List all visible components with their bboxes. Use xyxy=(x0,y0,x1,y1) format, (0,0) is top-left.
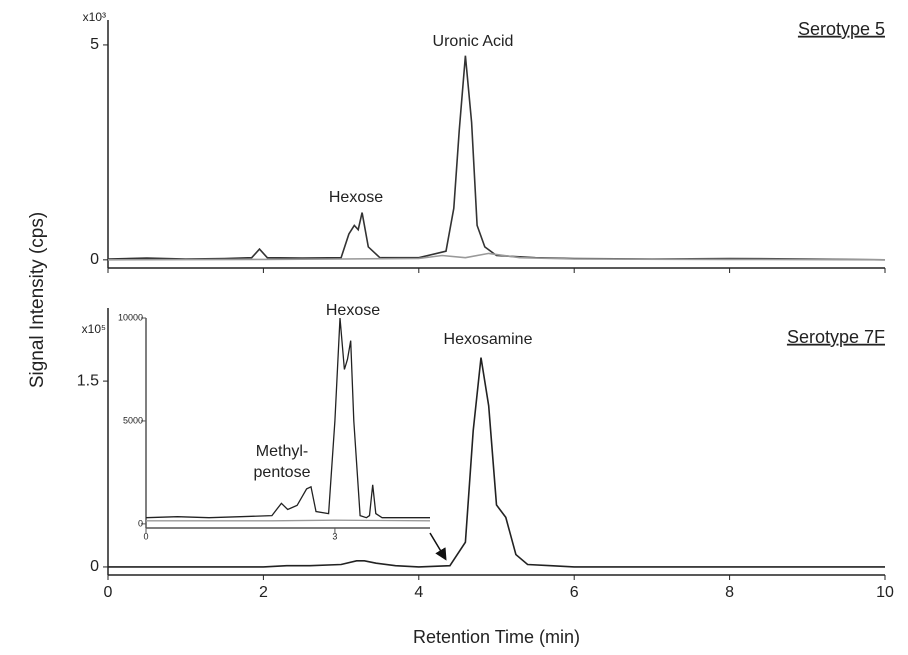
x-tick-label: 0 xyxy=(104,584,113,601)
panel-title: Serotype 7F xyxy=(787,327,885,347)
x-tick-label: 4 xyxy=(414,584,423,601)
y-scale-label: x10³ xyxy=(83,10,106,24)
y-tick-label: 0 xyxy=(138,518,143,528)
annotation: pentose xyxy=(254,464,311,481)
x-tick-label: 3 xyxy=(332,531,337,541)
y-tick-label: 0 xyxy=(90,558,99,575)
y-tick-label: 10000 xyxy=(118,312,143,322)
y-scale-label: x10⁵ xyxy=(82,322,106,336)
y-axis-label: Signal Intensity (cps) xyxy=(27,212,48,388)
x-tick-label: 0 xyxy=(143,531,148,541)
annotation: Uronic Acid xyxy=(433,33,514,50)
trace xyxy=(107,55,886,261)
trace xyxy=(108,357,885,568)
panel-title: Serotype 5 xyxy=(798,19,885,39)
x-tick-label: 8 xyxy=(725,584,734,601)
y-tick-label: 1.5 xyxy=(77,372,99,389)
trace xyxy=(145,317,430,519)
x-tick-label: 10 xyxy=(876,584,894,601)
y-tick-label: 0 xyxy=(90,251,99,268)
y-tick-label: 5 xyxy=(90,36,99,53)
x-tick-label: 2 xyxy=(259,584,268,601)
annotation: Hexose xyxy=(329,189,383,206)
y-tick-label: 5000 xyxy=(123,415,143,425)
x-axis-label: Retention Time (min) xyxy=(413,627,580,647)
trace xyxy=(107,252,886,261)
annotation: Methyl- xyxy=(256,443,308,460)
inset-arrow xyxy=(429,532,447,561)
x-tick-label: 6 xyxy=(570,584,579,601)
annotation: Hexose xyxy=(326,302,380,319)
trace xyxy=(146,519,431,522)
annotation: Hexosamine xyxy=(444,331,533,348)
